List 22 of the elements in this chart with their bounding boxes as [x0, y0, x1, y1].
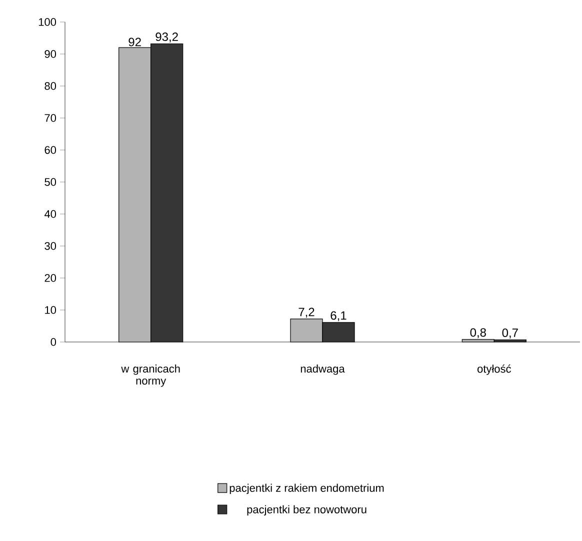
y-tick-label: 20 — [44, 274, 56, 282]
x-tick-label: w granicach normy — [121, 364, 180, 387]
y-tick-label: 80 — [44, 82, 56, 90]
x-tick-label: nadwaga — [300, 364, 345, 375]
data-label: 0,8 — [470, 328, 486, 338]
x-tick-label: otyłość — [478, 364, 511, 375]
legend-label: pacjentki bez nowotworu — [247, 505, 366, 516]
y-tick-label: 90 — [44, 50, 56, 58]
data-label: 0,7 — [502, 328, 518, 338]
y-tick-label: 100 — [38, 18, 56, 26]
data-label: 92 — [128, 38, 141, 46]
data-label: 93,2 — [156, 32, 178, 42]
y-tick-label: 10 — [45, 306, 56, 314]
data-label: 6,1 — [330, 311, 346, 322]
legend-label: pacjentki z rakiem endometrium — [230, 484, 384, 494]
data-label: 7,2 — [298, 308, 314, 318]
y-tick-label: 0 — [50, 338, 56, 346]
y-tick-label: 30 — [44, 242, 56, 250]
y-tick-label: 40 — [44, 210, 56, 218]
y-tick-label: 50 — [44, 178, 56, 186]
y-tick-label: 60 — [44, 146, 56, 154]
y-tick-label: 70 — [44, 114, 56, 122]
